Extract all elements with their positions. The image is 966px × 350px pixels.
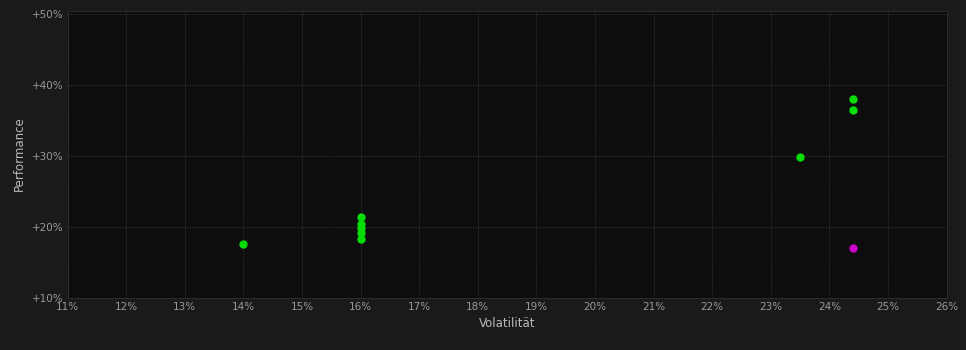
Point [353,230,368,236]
Point [353,215,368,220]
Point [236,241,251,247]
X-axis label: Volatilität: Volatilität [479,317,535,330]
Point [792,154,808,160]
Point [353,225,368,231]
Point [845,96,861,102]
Point [845,245,861,251]
Point [845,107,861,112]
Y-axis label: Performance: Performance [14,117,26,191]
Point [353,236,368,241]
Point [353,221,368,226]
